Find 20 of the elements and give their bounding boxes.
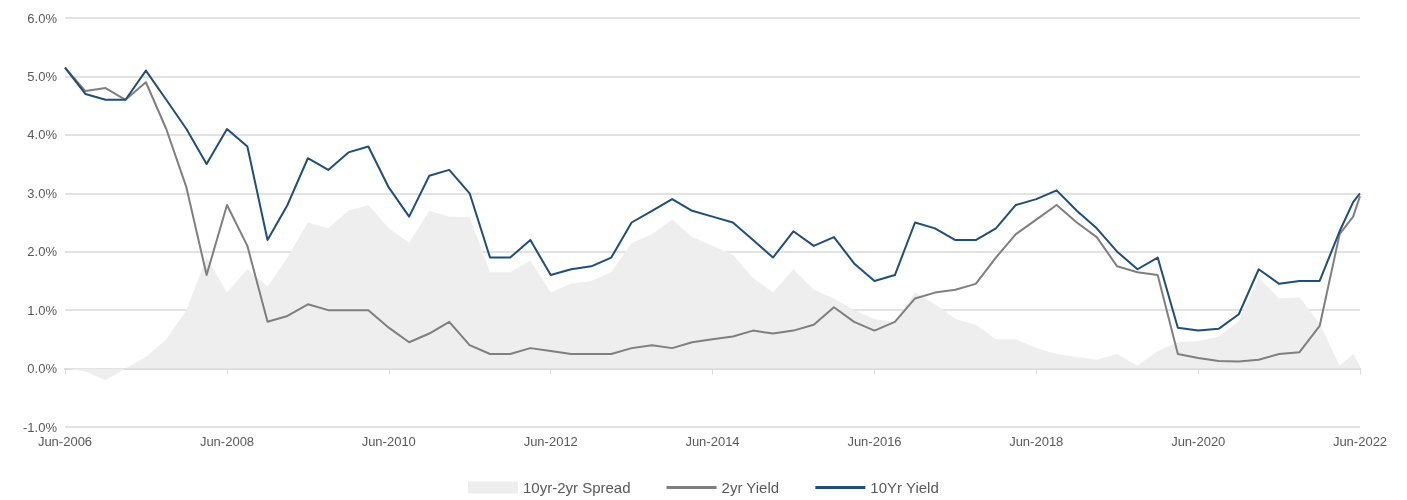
y-tick-label: 0.0% [27, 361, 58, 377]
legend-label: 10Yr Yield [870, 479, 939, 496]
y-tick-label: 1.0% [27, 302, 58, 318]
y-tick-label: 6.0% [27, 10, 58, 26]
y-tick-label: 5.0% [27, 68, 58, 84]
x-tick-label: Jun-2006 [37, 434, 93, 449]
x-tick-label: Jun-2012 [523, 434, 578, 449]
x-tick-label: Jun-2010 [361, 434, 416, 449]
x-tick-label: Jun-2014 [685, 434, 740, 449]
x-tick-label: Jun-2008 [199, 434, 255, 449]
x-tick-label: Jun-2018 [1009, 434, 1064, 449]
y-tick-label: 3.0% [27, 185, 58, 201]
x-tick-label: Jun-2020 [1171, 434, 1226, 449]
y-tick-label: 2.0% [27, 244, 58, 260]
x-tick-label: Jun-2016 [847, 434, 902, 449]
y-tick-label: 4.0% [27, 127, 58, 143]
y-tick-label: -1.0% [23, 419, 58, 435]
legend-label: 10yr-2yr Spread [523, 479, 631, 496]
x-tick-label: Jun-2022 [1332, 434, 1388, 449]
legend-label: 2yr Yield [721, 479, 780, 496]
